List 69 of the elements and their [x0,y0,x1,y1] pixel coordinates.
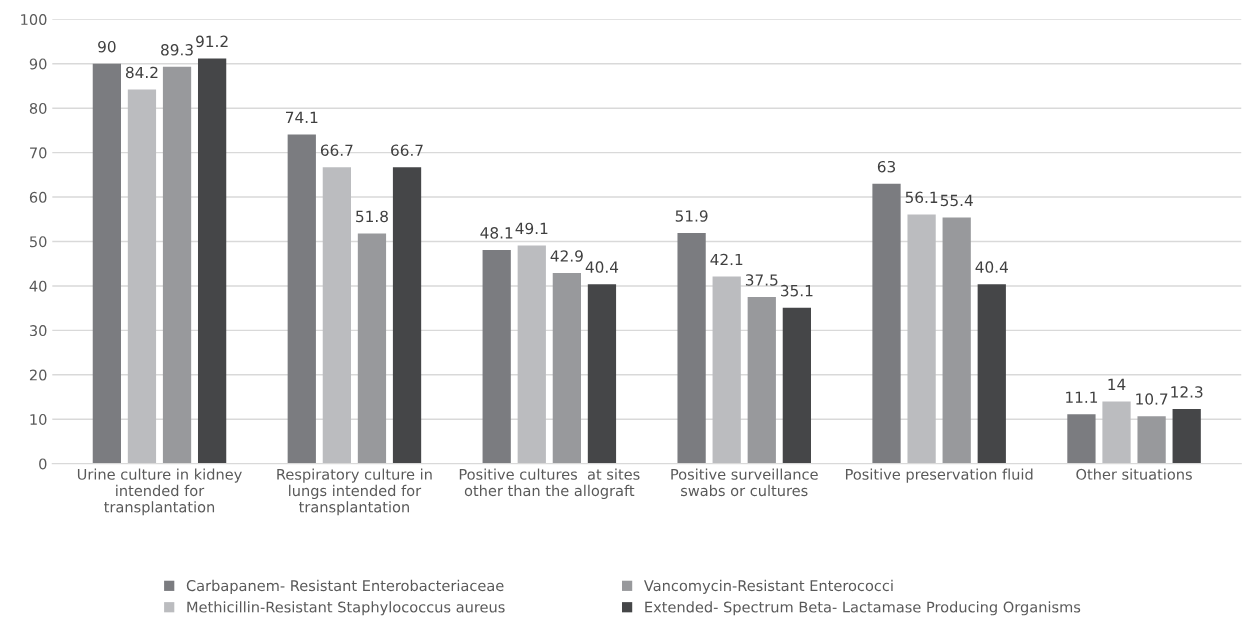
bar [92,63,121,464]
x-tick-label: Positive preservation fluid [845,468,1033,483]
bar [392,167,422,464]
legend-label: Extended- Spectrum Beta- Lactamase Producing Organisms [645,601,1081,616]
data-label: 66.7 [320,144,353,156]
bar [162,66,192,464]
bar [517,245,546,464]
y-tick-label: 10 [30,413,47,425]
bar [322,167,351,464]
y-tick-label: 80 [29,102,47,114]
data-label: 48.1 [480,227,513,239]
data-label: 66.7 [391,144,423,156]
y-tick-label: 40 [29,280,47,292]
bar [1172,409,1201,464]
data-label: 37.5 [745,274,778,286]
y-tick-label: 30 [29,325,47,337]
data-label: 12.3 [1171,386,1203,398]
bar [127,89,157,464]
data-label: 56.1 [905,191,938,204]
data-label: 51.9 [675,210,708,222]
data-label: 40.4 [975,261,1008,273]
legend-label: Vancomycin-Resistant Enterococci [644,579,893,594]
y-tick-label: 20 [29,369,47,381]
data-label: 42.9 [550,250,583,262]
data-label: 49.1 [515,222,548,235]
data-label: 40.4 [585,261,619,273]
data-label: 10.7 [1136,393,1168,405]
data-label: 35.1 [781,284,813,297]
bar [482,249,511,464]
legend-label: Methicillin-Resistant Staphylococcus aureus [187,601,505,616]
data-label: 51.8 [356,210,388,223]
bar [677,233,706,464]
data-label: 14 [1108,378,1126,390]
bar [942,217,971,464]
data-label: 42.1 [710,253,743,266]
legend-label: Carbapanem- Resistant Enterobacteriaceae [186,579,504,594]
x-tick-label: Urine culture in kidney intended for transplantation [77,468,242,516]
bar [1102,401,1131,464]
y-tick-label: 70 [30,147,47,159]
data-label: 11.1 [1066,391,1098,403]
bar [552,273,581,464]
bar [747,297,776,464]
y-tick-label: 0 [39,458,47,470]
bar [782,307,811,464]
data-label: 74.1 [286,111,318,123]
data-label: 63 [877,160,896,173]
bar [907,214,936,464]
data-label: 84.2 [125,66,158,79]
data-label: 90 [98,40,116,53]
bar [1137,416,1166,464]
x-tick-label: Positive cultures at sites other than the allograft [459,468,640,499]
y-tick-label: 100 [21,14,47,26]
bar [872,183,901,464]
bar [977,284,1006,464]
y-tick-label: 60 [29,191,47,203]
bar [1067,414,1096,464]
bar [357,233,387,464]
bar [712,276,741,464]
data-label: 91.2 [196,35,228,48]
data-label: 55.4 [940,194,973,207]
bar [287,134,316,464]
bar [197,58,227,464]
bar [587,284,617,464]
x-tick-label: Other situations [1076,468,1192,480]
x-tick-label: Positive surveillance swabs or cultures [671,468,818,497]
x-tick-label: Respiratory culture in lungs intended for transplantation [277,468,432,516]
data-label: 89.3 [161,44,193,56]
y-tick-label: 50 [30,236,47,248]
y-tick-label: 90 [29,58,47,70]
